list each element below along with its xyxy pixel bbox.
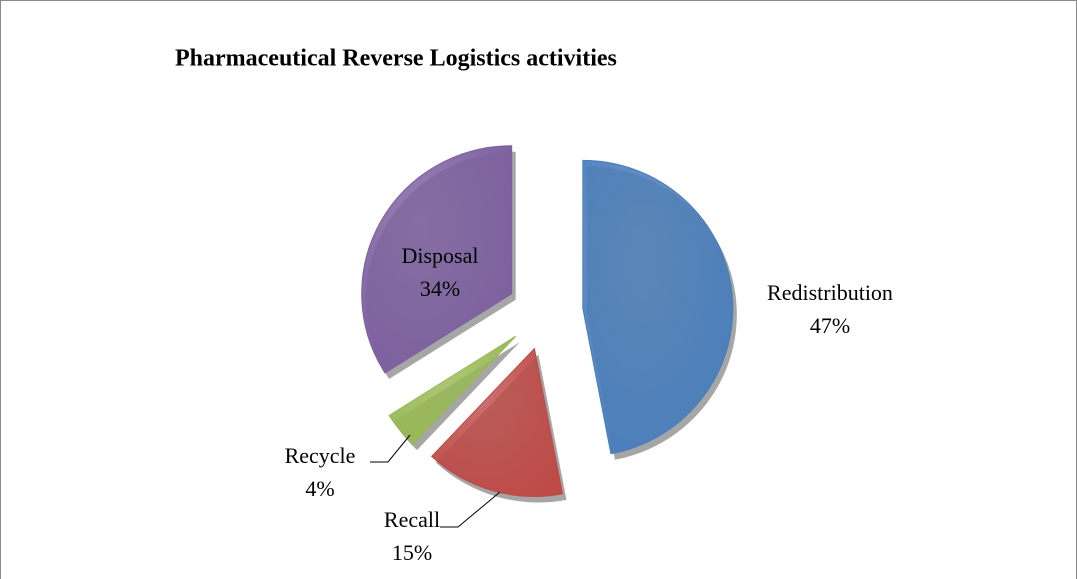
slice-label: Redistribution: [767, 280, 893, 305]
slice-value-label: 15%: [392, 540, 432, 565]
slice-label: Recycle: [285, 443, 356, 468]
slice: [361, 145, 513, 374]
leader-line: [440, 491, 501, 528]
slice-value-label: 47%: [810, 313, 850, 338]
slice: [582, 159, 734, 455]
slice-value-label: 4%: [305, 476, 334, 501]
slice: [388, 335, 517, 445]
slice: [431, 347, 564, 497]
pie: [361, 145, 737, 503]
slice-label: Disposal: [402, 243, 479, 268]
chart-title: Pharmaceutical Reverse Logistics activit…: [175, 46, 617, 72]
leader-line: [370, 434, 411, 463]
slice-label: Recall: [384, 507, 440, 532]
slice-value-label: 34%: [420, 276, 460, 301]
